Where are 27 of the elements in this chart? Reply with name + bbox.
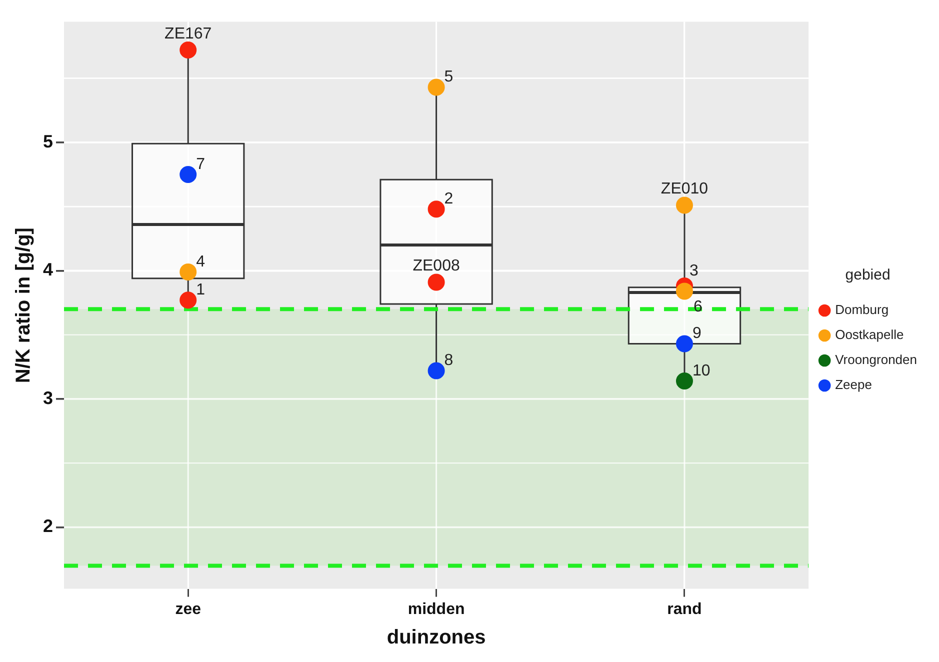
legend-label: Domburg [835,302,889,318]
annotation: 6 [693,298,702,316]
annotation: 9 [692,325,702,342]
annotation: 10 [692,362,710,380]
annotation: ZE167 [164,25,212,42]
legend-title: gebied [845,266,890,284]
legend-label: Vroongronden [835,352,918,368]
annotation: ZE010 [660,180,708,198]
legend-label: Oostkapelle [835,327,904,342]
x-axis-title: duinzones [386,626,486,649]
y-tick-label: 3 [42,388,54,408]
annotation: 7 [196,156,206,173]
x-tick-label: midden [408,600,465,618]
y-tick-label: 2 [42,516,54,536]
annotation: 8 [444,352,454,370]
x-tick-label: zee [175,600,202,618]
annotation: 1 [196,282,206,299]
annotation: 4 [196,253,206,270]
annotation: 3 [689,262,698,280]
y-tick-label: 5 [42,131,54,152]
annotation: 2 [444,190,454,208]
x-tick-label: rand [667,600,702,618]
annotation: ZE008 [412,258,460,275]
annotation: 5 [444,68,454,86]
legend-label: Zeepe [835,377,872,392]
y-axis-title: N/K ratio in [g/g] [12,228,35,384]
y-tick-label: 4 [42,260,54,280]
